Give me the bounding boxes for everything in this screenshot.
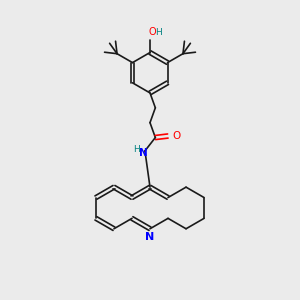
Text: N: N — [146, 232, 154, 242]
Text: H: H — [155, 28, 162, 37]
Text: O: O — [148, 27, 156, 37]
Text: H: H — [133, 145, 140, 154]
Text: O: O — [172, 131, 181, 141]
Text: N: N — [139, 148, 148, 158]
